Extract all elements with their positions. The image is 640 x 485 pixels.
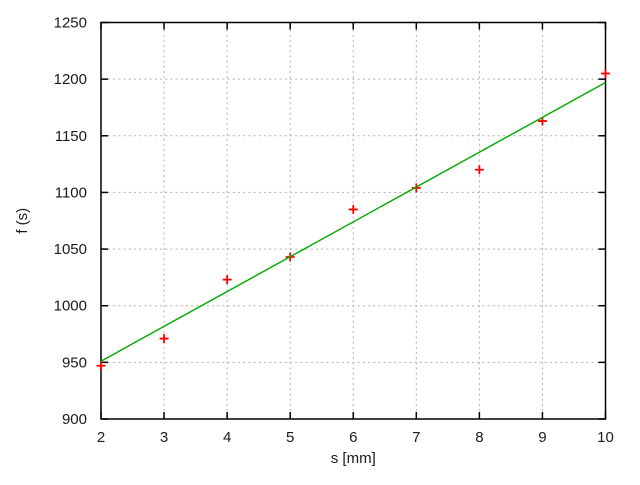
- data-point-marker: [411, 183, 421, 193]
- y-tick-label: 950: [62, 354, 87, 371]
- y-tick-label: 1050: [54, 241, 87, 258]
- data-point-marker: [348, 204, 358, 214]
- x-tick-label: 2: [97, 429, 105, 446]
- x-tick-label: 9: [538, 429, 546, 446]
- data-point-marker: [159, 334, 169, 344]
- data-point-marker: [474, 165, 484, 175]
- fit-line: [100, 81, 606, 362]
- data-point-marker: [601, 68, 610, 78]
- y-tick-label: 1200: [54, 71, 87, 88]
- x-tick-label: 7: [412, 429, 420, 446]
- data-point-marker: [222, 275, 232, 285]
- y-tick-label: 1150: [55, 128, 87, 145]
- x-tick-label: 10: [597, 429, 614, 446]
- y-axis-title: f (s): [14, 208, 31, 234]
- data-point-marker: [96, 361, 106, 371]
- y-tick-label: 1250: [54, 15, 87, 32]
- x-tick-label: 5: [286, 429, 294, 446]
- y-tick-label: 900: [62, 411, 87, 428]
- x-tick-label: 3: [160, 429, 168, 446]
- x-tick-label: 4: [223, 429, 231, 446]
- y-tick-label: 1000: [54, 298, 87, 315]
- x-tick-label: 8: [475, 429, 483, 446]
- x-axis-title: s [mm]: [331, 450, 376, 467]
- x-tick-label: 6: [349, 429, 357, 446]
- y-tick-label: 1100: [55, 184, 87, 201]
